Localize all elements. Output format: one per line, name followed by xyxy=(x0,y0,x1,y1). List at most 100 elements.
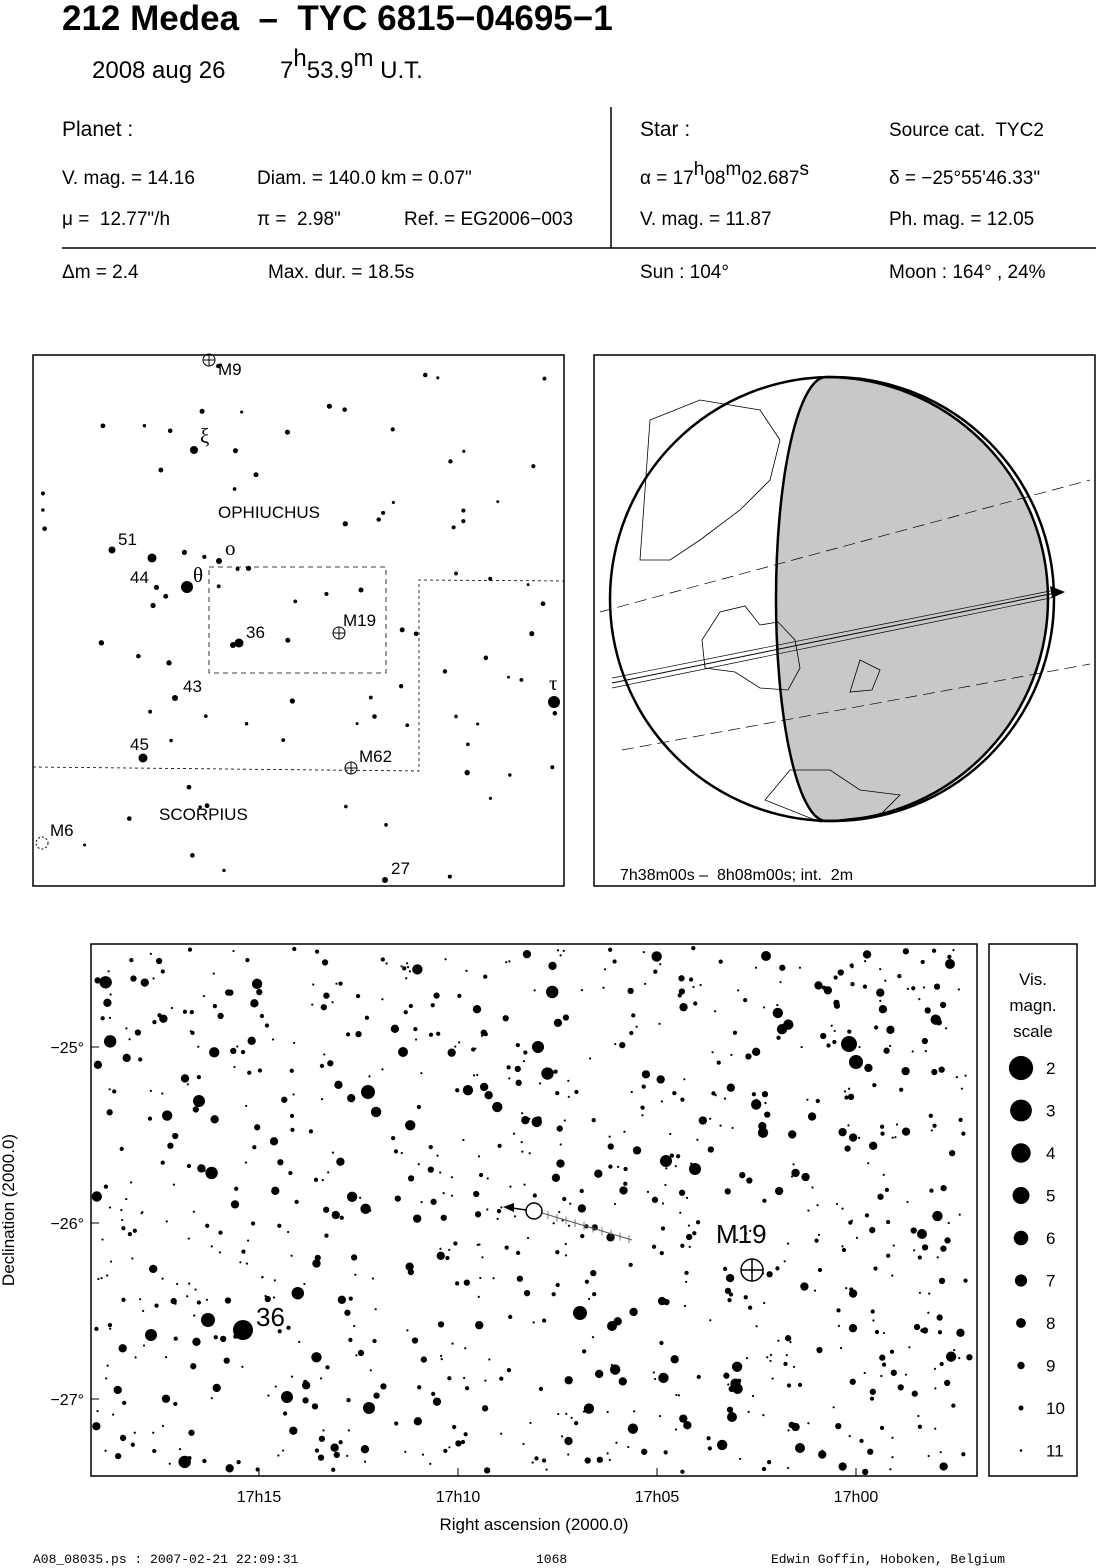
star xyxy=(522,949,532,959)
star xyxy=(870,1309,875,1314)
star xyxy=(130,975,137,982)
star xyxy=(552,711,558,716)
star xyxy=(167,1142,174,1149)
star xyxy=(922,986,926,989)
star xyxy=(461,519,466,524)
star xyxy=(483,1031,488,1037)
star xyxy=(932,1123,937,1128)
star xyxy=(105,998,108,1001)
finder-label: M62 xyxy=(359,747,392,766)
path-line xyxy=(611,589,1056,679)
star xyxy=(763,1006,766,1009)
planet-pi: π = 2.98" xyxy=(257,209,341,230)
star xyxy=(433,992,440,999)
star-label: Star : xyxy=(640,118,690,141)
star xyxy=(727,1412,737,1422)
star xyxy=(480,1034,484,1037)
star xyxy=(674,1165,677,1168)
star xyxy=(789,1341,792,1344)
star xyxy=(189,1010,194,1015)
star xyxy=(344,1309,351,1316)
star xyxy=(726,1083,735,1092)
star xyxy=(161,1424,165,1428)
star xyxy=(320,1097,324,1101)
y-tick-label: −25° xyxy=(50,1040,84,1057)
star xyxy=(936,1314,943,1321)
star xyxy=(658,1372,669,1384)
star xyxy=(807,1209,810,1212)
star xyxy=(477,1295,480,1298)
star xyxy=(833,975,838,980)
star xyxy=(244,1161,248,1164)
star xyxy=(894,1136,897,1139)
star xyxy=(864,1213,870,1218)
star xyxy=(608,947,613,952)
star xyxy=(450,1194,454,1197)
star xyxy=(564,1254,568,1257)
star xyxy=(506,1065,511,1070)
star xyxy=(939,1462,948,1471)
star xyxy=(398,684,404,689)
star xyxy=(350,1254,358,1261)
star xyxy=(947,1238,950,1241)
star xyxy=(906,1200,909,1204)
star xyxy=(521,1116,530,1125)
star xyxy=(579,1188,584,1194)
star xyxy=(157,1013,162,1018)
star xyxy=(224,1297,232,1304)
star xyxy=(167,428,173,433)
star xyxy=(476,722,480,726)
star xyxy=(98,640,105,646)
finder-label: 43 xyxy=(183,677,202,696)
star xyxy=(436,376,440,380)
star xyxy=(250,1221,256,1226)
star xyxy=(839,1347,843,1350)
star xyxy=(573,1306,587,1320)
star xyxy=(230,1047,237,1055)
star xyxy=(627,1423,639,1434)
star xyxy=(99,976,112,989)
globe-panel: 7h38m00s – 8h08m00s; int. 2m xyxy=(593,354,1096,887)
star xyxy=(532,1321,535,1324)
star xyxy=(879,1124,885,1129)
star xyxy=(130,1442,135,1447)
star xyxy=(934,1387,937,1390)
star xyxy=(194,1288,197,1291)
star xyxy=(841,1207,844,1210)
star xyxy=(267,1394,270,1397)
star xyxy=(192,1106,199,1113)
star xyxy=(617,1165,620,1168)
star xyxy=(331,1151,335,1154)
star xyxy=(420,1356,427,1363)
star xyxy=(444,958,447,961)
star xyxy=(103,998,112,1008)
star xyxy=(917,1255,922,1260)
star xyxy=(874,1329,880,1335)
star xyxy=(458,1041,461,1044)
star xyxy=(405,1120,416,1131)
star-delta: δ = −25°55'46.33" xyxy=(889,168,1040,189)
star xyxy=(462,1084,474,1096)
star xyxy=(779,981,782,984)
star xyxy=(848,1323,858,1333)
detail-area xyxy=(208,566,387,674)
star xyxy=(148,709,153,714)
continent xyxy=(849,659,881,693)
star xyxy=(245,958,250,963)
star xyxy=(918,998,921,1001)
frame xyxy=(32,354,565,887)
star xyxy=(848,1220,853,1225)
star xyxy=(556,1125,563,1132)
star xyxy=(408,1003,413,1009)
star xyxy=(294,1199,299,1205)
star xyxy=(338,1440,343,1445)
star xyxy=(743,1295,748,1300)
star xyxy=(879,999,882,1002)
star xyxy=(848,1289,858,1298)
star xyxy=(481,1405,489,1412)
star xyxy=(592,1291,597,1297)
star xyxy=(40,491,46,496)
star xyxy=(252,1145,257,1150)
star xyxy=(758,1121,767,1131)
star xyxy=(549,988,553,991)
